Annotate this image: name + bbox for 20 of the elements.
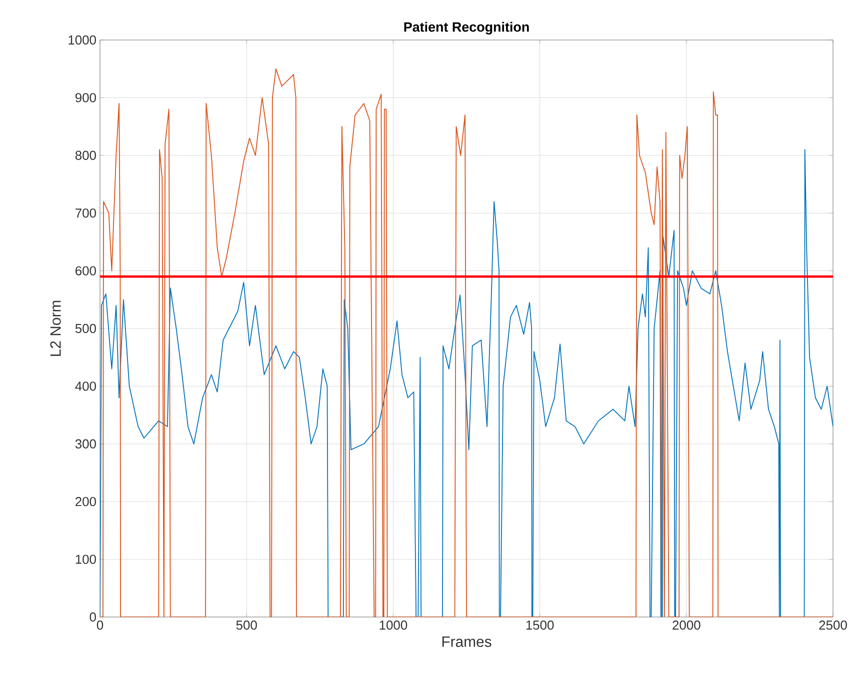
- x-tick-label: 2000: [672, 620, 700, 630]
- chart-title: Patient Recognition: [404, 22, 529, 34]
- x-tick-label: 2500: [819, 620, 847, 630]
- y-tick-label: 300: [75, 439, 96, 448]
- y-tick-label: 100: [76, 554, 96, 564]
- y-tick-label: 900: [75, 93, 96, 102]
- x-tick-label: 0: [96, 620, 104, 630]
- y-tick-label: 600: [76, 266, 96, 276]
- y-tick-label: 200: [76, 497, 96, 506]
- x-tick-label: 1000: [380, 620, 408, 630]
- x-axis-title: Frames: [442, 636, 492, 647]
- y-tick-label: 400: [75, 382, 96, 391]
- y-tick-label: 700: [76, 208, 96, 218]
- x-tick-label: 500: [236, 620, 257, 630]
- y-tick-label: 500: [75, 324, 96, 334]
- y-axis-title: L2 Norm: [50, 300, 61, 356]
- y-tick-label: 0: [90, 612, 96, 622]
- y-tick-label: 800: [75, 150, 96, 160]
- y-tick-label: 1000: [68, 35, 96, 45]
- x-tick-label: 1500: [526, 620, 554, 630]
